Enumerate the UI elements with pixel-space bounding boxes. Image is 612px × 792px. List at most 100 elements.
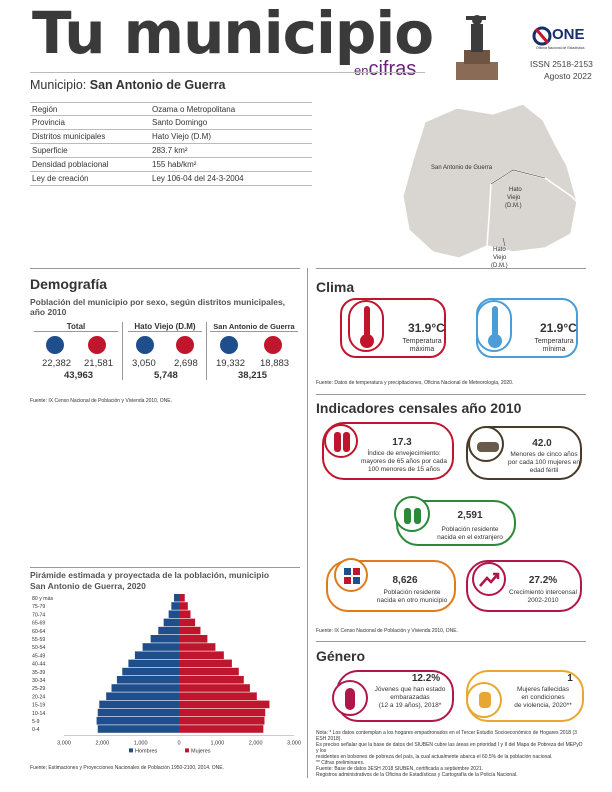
temp-min-number: 21.9: [540, 321, 564, 335]
x-tick-label: 2,000: [95, 740, 109, 746]
male-bar: [142, 643, 179, 651]
population-pyramid-chart: 80 y más 75-79 70-74 65-69 60-64 55-59 50-54 45…: [32, 594, 301, 754]
group-san-antonio-label: San Antonio de Guerra: [210, 322, 298, 332]
genero-title: Género: [316, 648, 366, 664]
stop-hand-icon: [466, 682, 502, 718]
info-row: Superficie 283.7 km²: [30, 144, 312, 158]
female-bar: [179, 610, 191, 618]
note-2: Es preciso señalar que la base de datos …: [316, 742, 583, 754]
male-bar: [116, 676, 179, 684]
info-row: Distritos municipales Hato Viejo (D.M): [30, 130, 312, 144]
divider-indicadores: [316, 394, 586, 395]
x-tick-label: 3,000: [57, 740, 71, 746]
legend-label-hombres: Hombres: [135, 748, 158, 754]
male-icon: [220, 336, 238, 354]
age-tick-label: 10-14: [32, 711, 45, 717]
muj-label-3: de violencia, 2020**: [514, 702, 572, 709]
violencia-value: 1: [567, 673, 573, 684]
san-antonio-total: 38,215: [238, 370, 268, 381]
age-tick-label: 30-34: [32, 678, 45, 684]
crecimiento-value: 27.2%: [528, 575, 558, 586]
info-key: Densidad poblacional: [32, 160, 109, 169]
total-total: 43,963: [64, 370, 94, 381]
age-tick-label: 60-64: [32, 629, 45, 635]
male-bar: [128, 659, 179, 668]
x-tick-label: 0: [177, 740, 180, 746]
group-divider: [206, 322, 207, 380]
clima-title: Clima: [316, 279, 355, 295]
header-divider: [30, 72, 425, 73]
envej-label-3: 100 menores de 15 años: [368, 466, 440, 473]
temp-max-label: Temperatura máxima: [400, 338, 444, 354]
menores-label-3: edad fértil: [529, 467, 559, 474]
san-antonio-female: 18,883: [260, 358, 290, 369]
crecimiento-label: Crecimiento intercensal 2002-2010: [504, 589, 582, 605]
menores-label: Menores de cinco años por cada 100 mujere…: [504, 451, 584, 475]
group-divider: [122, 322, 123, 380]
female-bar: [179, 626, 201, 635]
pyramid-title-1: Pirámide estimada y proyectada de la pob…: [30, 570, 270, 580]
info-value: Ozama o Metropolitana: [152, 105, 236, 114]
x-tick-label: 3,000: [287, 740, 301, 746]
envej-label-2: mayores de 65 años por cada: [361, 458, 447, 465]
info-key: Superficie: [32, 146, 68, 155]
temp-max-value: 31.9°C: [408, 321, 445, 335]
elderly-couple-icon: [324, 424, 358, 458]
legend-label-mujeres: Mujeres: [191, 748, 211, 754]
san-antonio-male: 19,332: [216, 358, 246, 369]
extranjero-label-2: nacida en el extranjero: [437, 534, 503, 541]
pyramid-source: Fuente: Estimaciones y Proyecciones Naci…: [30, 765, 225, 771]
female-bar: [179, 659, 232, 668]
crec-label-1: Crecimiento intercensal: [509, 589, 577, 596]
age-tick-label: 5-9: [32, 719, 40, 725]
temp-max-unit: °C: [431, 321, 445, 335]
age-tick-label: 70-74: [32, 612, 45, 618]
extranjero-label: Población residente nacida en el extranje…: [430, 526, 510, 542]
indicadores-source: Fuente: IX Censo Nacional de Población y…: [316, 628, 458, 634]
temp-min-value: 21.9°C: [540, 321, 577, 335]
female-bar: [179, 643, 216, 651]
demografia-title: Demografía: [30, 276, 108, 292]
female-bar: [179, 594, 185, 602]
age-tick-label: 20-24: [32, 694, 45, 700]
info-value: 155 hab/km²: [152, 160, 197, 169]
muj-label-2: en condiciones: [521, 694, 565, 701]
demografia-subtitle-2: año 2010: [30, 307, 67, 317]
male-bar: [97, 725, 179, 733]
female-bar: [179, 676, 244, 684]
male-bar: [174, 594, 179, 602]
embarazo-value: 12.2%: [411, 673, 441, 684]
flag-icon: [334, 558, 368, 592]
group-total-label: Total: [34, 322, 118, 332]
info-value: Ley 106-04 del 24-3-2004: [152, 174, 244, 183]
male-bar: [168, 610, 179, 618]
temp-min-unit: °C: [563, 321, 577, 335]
male-bar: [106, 692, 179, 700]
menores-label-2: por cada 100 mujeres en: [508, 459, 580, 466]
en-cifras-tag: encifras: [354, 58, 416, 81]
male-bar: [171, 602, 179, 610]
otro-label-2: nacida en otro municipio: [376, 597, 448, 604]
female-icon: [264, 336, 282, 354]
thermometer-hot-icon: [348, 300, 384, 352]
female-bar: [179, 618, 196, 627]
crec-label-2: 2002-2010: [527, 597, 559, 604]
tag-cifras: cifras: [368, 58, 417, 80]
divider-pyramid: [30, 567, 300, 568]
legend-swatch-mujeres: [185, 748, 189, 753]
note-5: Fuente: Base de datos 3ESH 2018 SIUBEN, …: [316, 766, 484, 772]
age-tick-label: 15-19: [32, 703, 45, 709]
total-male: 22,382: [42, 358, 72, 369]
female-icon: [176, 336, 194, 354]
info-key: Ley de creación: [32, 174, 89, 183]
monument-image: [456, 15, 498, 80]
x-tick-label: 1,000: [134, 740, 148, 746]
female-bar: [179, 635, 208, 643]
demografia-subtitle-1: Población del municipio por sexo, según …: [30, 297, 286, 307]
demografia-source: Fuente: IX Censo Nacional de Población y…: [30, 398, 172, 404]
divider-clima: [316, 268, 586, 269]
female-bar: [179, 725, 264, 733]
temp-max-number: 31.9: [408, 321, 432, 335]
male-bar: [163, 618, 179, 627]
one-logo-icon: [532, 26, 552, 46]
